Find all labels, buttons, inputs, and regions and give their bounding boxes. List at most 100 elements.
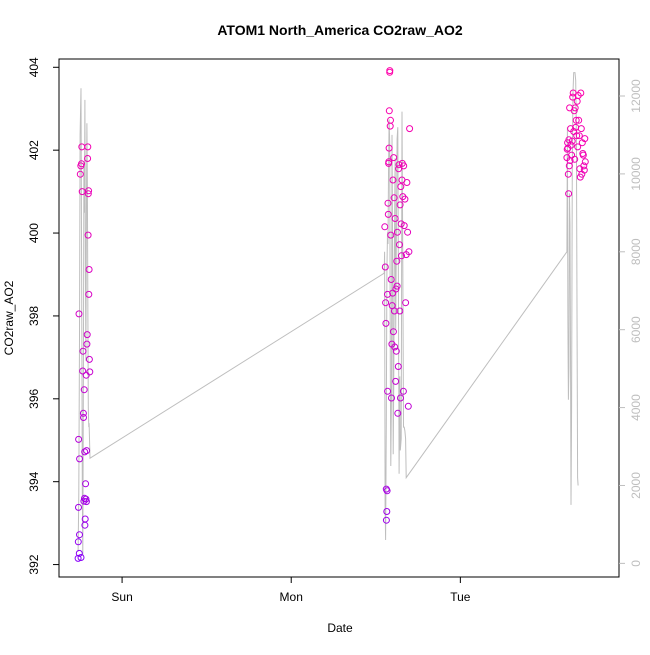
data-point [574,143,582,151]
data-point [83,331,91,339]
y-axis: 392 394 396 398 400 402 404 [27,57,59,575]
data-point [394,409,402,417]
data-point [395,165,403,173]
data-point [85,266,93,273]
data-point [75,549,83,557]
data-point [396,307,404,315]
data-point [76,455,84,463]
y2-tick-label: 6000 [629,316,643,343]
data-point [384,210,392,218]
data-point [387,276,395,283]
y2-tick-label: 10000 [629,157,643,191]
data-point [77,554,85,561]
data-point [81,448,89,456]
data-point [79,367,87,375]
data-point [563,145,571,153]
data-point [581,158,589,166]
y-tick-label: 398 [27,306,41,326]
data-point [82,480,90,488]
data-point [382,319,390,327]
data-point [385,158,393,166]
point-series-0 [74,143,94,562]
data-point [390,307,398,315]
data-point [389,176,397,184]
data-point [397,394,404,402]
data-point [392,377,400,385]
data-point [83,340,91,348]
data-point [393,228,401,236]
data-point [391,215,399,222]
data-point [79,409,87,417]
data-point [391,343,399,351]
data-point [572,116,580,124]
data-point [84,231,92,239]
data-point [78,160,85,168]
line-layer [77,72,579,556]
y2-tick-label: 0 [629,560,643,567]
point-series-2 [563,89,589,198]
data-point [82,498,90,506]
data-point [76,170,84,178]
data-point [76,531,83,539]
data-point [403,179,411,186]
data-point [580,166,588,174]
data-point [388,394,395,402]
data-point [80,497,88,505]
data-point [387,231,395,239]
data-point [79,347,87,355]
data-point [393,282,401,290]
data-point [395,161,403,169]
data-point [75,435,83,443]
data-point [381,263,389,271]
x-axis: Sun Mon Tue [111,577,471,604]
data-point [84,190,92,198]
data-point [383,508,391,515]
data-point [384,290,391,298]
data-point [383,487,391,495]
data-point [404,228,412,236]
data-point [577,89,585,97]
y-tick-label: 404 [27,57,41,77]
plot-frame [58,58,620,578]
y-tick-label: 392 [27,554,41,574]
data-point [575,132,583,140]
chart-title: ATOM1 North_America CO2raw_AO2 [217,22,463,38]
data-point [393,257,401,265]
data-point [389,328,397,336]
data-point [386,67,394,75]
x-axis-label: Date [327,621,353,635]
data-point [387,116,394,124]
data-point [381,223,389,231]
data-point [82,495,90,503]
data-point [382,516,390,524]
data-point [399,387,407,395]
data-point [75,503,82,511]
data-point [385,144,393,152]
data-point [85,290,93,298]
y2-axis-right: 0 2000 4000 6000 8000 10000 12000 [619,79,643,567]
data-point [580,162,588,170]
data-point [581,135,589,143]
data-point [575,116,583,124]
y-tick-label: 400 [27,223,41,243]
data-point [80,414,87,421]
data-point [382,299,390,307]
data-point [398,252,405,260]
data-point [565,162,573,170]
line-series-path [77,72,579,556]
data-point [84,155,92,162]
y-axis-label: CO2raw_AO2 [2,280,16,355]
x-tick-label: Tue [450,590,471,604]
data-point [400,222,408,230]
data-point [404,402,412,410]
data-point [571,155,579,163]
points-layer [74,67,589,562]
y2-tick-label: 4000 [629,394,643,421]
data-point [405,248,413,256]
y2-tick-label: 12000 [629,79,643,113]
data-point [394,363,402,370]
data-point [400,162,408,170]
data-point [564,170,572,178]
